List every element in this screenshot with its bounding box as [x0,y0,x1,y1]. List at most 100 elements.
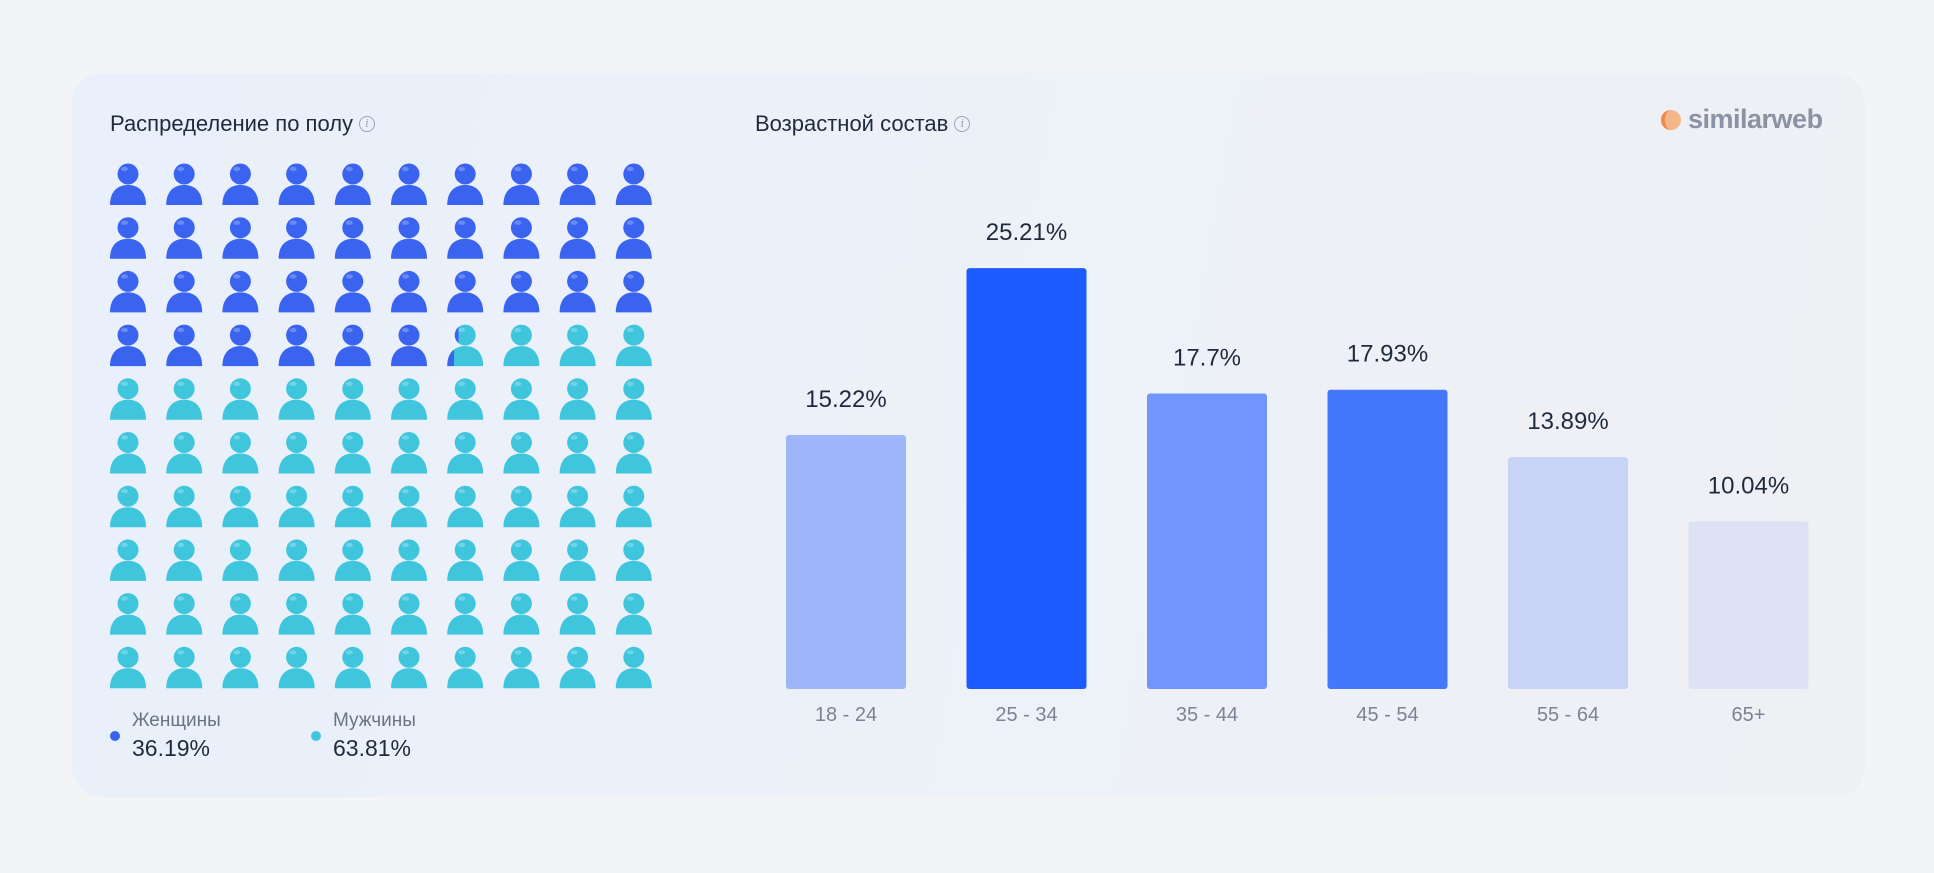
men-legend-label: Мужчины [333,710,416,731]
men-legend-dot [311,731,321,741]
person-icon [110,324,146,367]
age-section-title: Возрастной состав i [755,111,971,137]
person-icon [278,324,315,367]
person-icon [503,485,540,528]
person-icon [615,432,652,474]
age-bar[interactable] [786,434,906,689]
person-icon [447,378,484,420]
person-icon [447,163,484,205]
person-icon [559,217,596,259]
women-legend-dot [110,731,120,741]
person-icon [222,163,259,205]
person-icon [110,539,146,581]
bar-value-label: 13.89% [1527,408,1608,435]
person-icon [222,646,259,689]
person-icon [391,324,427,367]
person-icon [166,432,203,474]
person-icon [222,485,259,528]
person-icon [447,646,484,689]
person-icon [615,646,652,689]
person-icon [559,539,596,581]
person-icon [166,217,203,259]
age-bar[interactable] [1327,389,1448,689]
person-icon [166,539,203,581]
person-icon [110,593,146,635]
person-icon [334,163,371,205]
person-icon [503,378,540,420]
person-icon [222,539,259,581]
person-icon [222,432,259,474]
person-icon [334,217,371,259]
age-category-label: 35 - 44 [1176,704,1238,726]
similarweb-logo-icon [1661,109,1681,130]
person-icon [334,646,371,689]
person-icon [615,539,652,581]
age-category-label: 25 - 34 [995,704,1057,726]
person-icon [447,539,484,581]
person-icon [278,270,315,313]
women-legend-label: Женщины [132,710,221,731]
info-icon[interactable]: i [954,116,971,132]
age-category-label: 45 - 54 [1356,704,1418,726]
person-icon [334,539,371,581]
bar-value-label: 15.22% [805,386,886,413]
age-title-text: Возрастной состав [755,111,949,136]
person-icon [334,378,371,420]
person-icon [166,270,203,313]
person-icon [278,163,315,205]
bar-value-label: 17.7% [1173,345,1241,372]
person-icon [222,324,259,367]
person-icon [110,217,146,259]
person-icon [447,593,484,635]
person-icon [503,593,540,635]
person-icon [278,593,315,635]
person-icon [447,217,484,259]
person-icon [447,485,484,528]
info-icon[interactable]: i [359,116,376,132]
person-icon [278,378,315,420]
person-icon [166,378,203,420]
person-icon [110,378,146,420]
person-icon [447,432,484,474]
bar-value-label: 10.04% [1708,472,1789,499]
person-icon [166,593,203,635]
person-icon [391,378,427,420]
person-icon [334,593,371,635]
person-icon [615,163,652,205]
person-icon [110,646,146,689]
person-icon [334,270,371,313]
person-icon [278,539,315,581]
person-icon [391,539,427,581]
person-icon [559,324,596,367]
person-icon [391,432,427,474]
person-icon [278,485,315,528]
person-icon [278,646,315,689]
person-icon [391,485,427,528]
person-icon [503,539,540,581]
age-bar[interactable] [1147,393,1267,689]
person-icon [503,432,540,474]
person-icon [559,163,596,205]
person-icon [166,324,203,367]
age-bar[interactable] [1508,457,1628,689]
age-bar[interactable] [966,268,1087,689]
person-icon [278,432,315,474]
gender-pictogram [110,163,652,689]
person-icon [559,593,596,635]
person-icon [503,646,540,689]
person-icon [503,163,540,205]
brand-name: similarweb [1688,104,1823,134]
person-icon [447,324,484,367]
person-icon [559,485,596,528]
person-icon [222,270,259,313]
person-icon [615,217,652,259]
person-icon [503,270,540,313]
age-bar[interactable] [1688,521,1809,689]
person-icon [503,324,540,367]
person-icon [222,593,259,635]
person-icon [110,163,146,205]
age-bar-chart: 15.22% 18 - 24 25.21% 25 - 34 17.7% 35 - 44 17… [786,219,1809,726]
gender-title-text: Распределение по полу [110,111,354,136]
bar-value-label: 25.21% [986,219,1067,246]
person-icon [559,432,596,474]
